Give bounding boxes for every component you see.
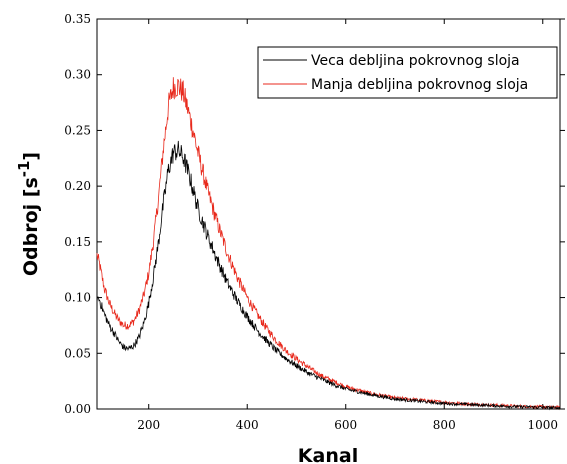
y-tick-label: 0.00 <box>64 402 91 416</box>
x-tick-label: 400 <box>236 418 259 432</box>
legend-box <box>257 46 558 99</box>
series-line-veca <box>96 140 561 411</box>
legend-label-veca: Veca debljina pokrovnog sloja <box>311 53 520 69</box>
x-tick-label: 200 <box>137 418 160 432</box>
y-tick-label: 0.30 <box>64 68 91 82</box>
x-tick-label: 600 <box>334 418 357 432</box>
y-tick-label: 0.05 <box>64 346 91 360</box>
y-tick-label: 0.15 <box>64 235 91 249</box>
legend: Veca debljina pokrovnog sloja Manja debl… <box>257 46 558 99</box>
x-tick-label: 800 <box>433 418 456 432</box>
series-lines <box>96 77 561 411</box>
y-tick-label: 0.35 <box>64 12 91 26</box>
y-axis-title: Odbroj [s-1] <box>15 152 42 276</box>
axis-ticks <box>97 18 565 410</box>
legend-label-manja: Manja debljina pokrovnog sloja <box>311 77 528 93</box>
y-tick-label: 0.25 <box>64 123 91 137</box>
y-tick-label: 0.20 <box>64 179 91 193</box>
axis-tick-labels: 0.00 0.05 0.10 0.15 0.20 0.25 0.30 0.35 200 400 60… <box>64 12 558 432</box>
series-line-manja <box>96 77 561 411</box>
plot-frame <box>96 18 561 410</box>
x-tick-label: 1000 <box>527 418 558 432</box>
y-tick-label: 0.10 <box>64 291 91 305</box>
x-axis-title: Kanal <box>298 445 358 464</box>
y-axis-title-superscript: -1 <box>15 161 33 178</box>
